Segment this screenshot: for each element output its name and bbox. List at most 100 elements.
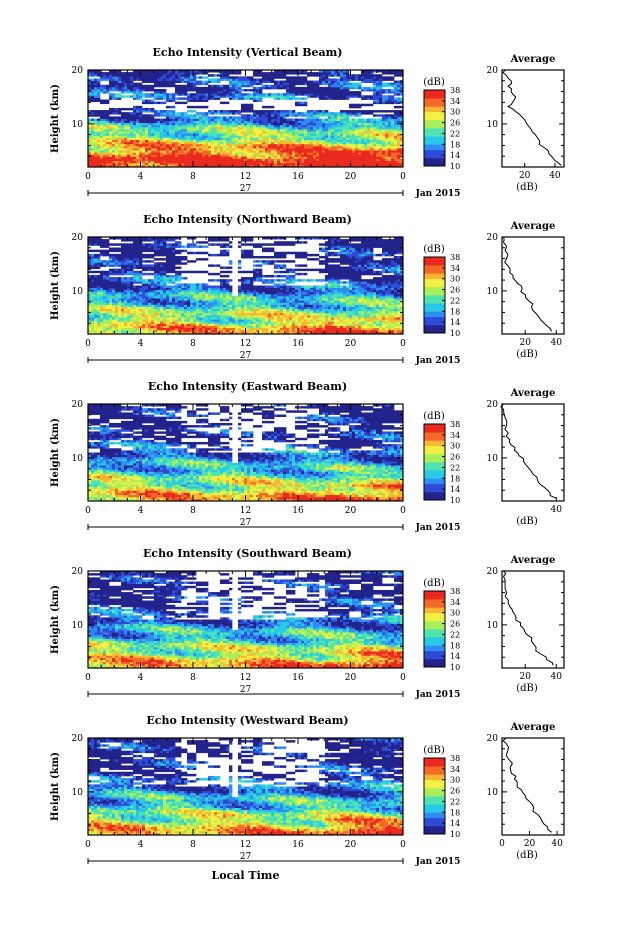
heatmap-cell: [184, 319, 188, 322]
heatmap-cell: [163, 82, 167, 86]
heatmap-cell: [238, 131, 242, 134]
heatmap-cell: [217, 327, 221, 331]
heatmap-cell: [349, 133, 353, 136]
heatmap-cell: [271, 122, 275, 126]
heatmap-cell: [157, 139, 161, 143]
heatmap-cell: [112, 80, 116, 83]
heatmap-cell: [301, 148, 305, 151]
heatmap-cell: [397, 139, 401, 143]
heatmap-cell: [376, 91, 380, 94]
heatmap-cell: [139, 120, 143, 124]
heatmap-cell: [145, 101, 149, 105]
heatmap-cell: [175, 162, 179, 166]
heatmap-cell: [274, 129, 278, 132]
heatmap-cell: [379, 78, 383, 81]
heatmap-cell: [211, 321, 215, 324]
heatmap-cell: [127, 143, 131, 147]
heatmap-cell: [316, 325, 320, 329]
heatmap-cell: [253, 329, 257, 333]
heatmap-cell: [172, 112, 176, 115]
heatmap-cell: [256, 143, 260, 147]
heatmap-cell: [175, 80, 179, 83]
heatmap-cell: [226, 133, 230, 136]
heatmap-cell: [109, 93, 113, 96]
heatmap-cell: [109, 72, 113, 75]
heatmap-cell: [256, 137, 260, 140]
heatmap-cell: [349, 156, 353, 159]
heatmap-cell: [109, 131, 113, 134]
heatmap-cell: [109, 158, 113, 162]
heatmap-cell: [148, 160, 152, 164]
heatmap-cell: [112, 74, 116, 77]
heatmap-cell: [214, 78, 218, 81]
heatmap-cell: [391, 70, 395, 73]
heatmap-cell: [400, 88, 404, 92]
heatmap-cell: [121, 152, 125, 155]
heatmap-cell: [148, 114, 152, 117]
heatmap-cell: [262, 160, 266, 164]
heatmap-cell: [400, 148, 404, 151]
heatmap-cell: [391, 118, 395, 121]
heatmap-cell: [190, 95, 194, 98]
heatmap-cell: [238, 160, 242, 164]
heatmap-cell: [229, 72, 233, 75]
heatmap-cell: [322, 93, 326, 96]
heatmap-cell: [121, 131, 125, 134]
heatmap-cell: [271, 137, 275, 140]
heatmap-cell: [106, 325, 110, 329]
heatmap-cell: [112, 162, 116, 166]
heatmap-cell: [172, 80, 176, 83]
heatmap-cell: [151, 329, 155, 333]
heatmap-cell: [223, 72, 227, 75]
heatmap-cell: [277, 84, 281, 88]
heatmap-cell: [109, 323, 113, 326]
heatmap-cell: [313, 141, 317, 145]
heatmap-cell: [208, 95, 212, 98]
heatmap-cell: [202, 319, 206, 322]
heatmap-cell: [148, 107, 152, 111]
heatmap-cell: [214, 95, 218, 98]
heatmap-cell: [262, 145, 266, 149]
heatmap-cell: [229, 131, 233, 134]
heatmap-cell: [361, 154, 365, 157]
heatmap-cell: [394, 112, 398, 115]
heatmap-cell: [118, 126, 122, 130]
heatmap-cell: [223, 327, 227, 331]
heatmap-cell: [385, 323, 389, 326]
heatmap-cell: [355, 325, 359, 329]
heatmap-cell: [235, 327, 239, 331]
heatmap-cell: [298, 103, 302, 107]
heatmap-cell: [304, 135, 308, 138]
heatmap-cell: [313, 110, 317, 113]
heatmap-cell: [343, 148, 347, 151]
heatmap-cell: [121, 321, 125, 324]
heatmap-cell: [199, 76, 203, 79]
heatmap-cell: [304, 122, 308, 126]
heatmap-cell: [121, 82, 125, 86]
heatmap-cell: [154, 145, 158, 149]
heatmap-cell: [337, 74, 341, 77]
colorbar-segment: [424, 152, 445, 156]
heatmap-cell: [94, 156, 98, 159]
heatmap-cell: [100, 160, 104, 164]
heatmap-cell: [88, 158, 92, 162]
heatmap-cell: [277, 143, 281, 147]
heatmap-cell: [316, 323, 320, 326]
heatmap-cell: [250, 327, 254, 331]
heatmap-cell: [274, 327, 278, 331]
heatmap-cell: [319, 145, 323, 149]
heatmap-cell: [328, 120, 332, 124]
heatmap-cell: [169, 72, 173, 75]
heatmap-cell: [325, 114, 329, 117]
heatmap-cell: [187, 88, 191, 92]
x-tick-label: 4: [138, 172, 144, 182]
heatmap-cell: [364, 72, 368, 75]
heatmap-cell: [121, 150, 125, 153]
heatmap-cell: [277, 97, 281, 100]
heatmap-cell: [214, 319, 218, 322]
heatmap-cell: [319, 82, 323, 86]
heatmap-cell: [178, 74, 182, 77]
heatmap-cell: [319, 319, 323, 322]
heatmap-cell: [250, 331, 254, 335]
heatmap-cell: [151, 122, 155, 126]
